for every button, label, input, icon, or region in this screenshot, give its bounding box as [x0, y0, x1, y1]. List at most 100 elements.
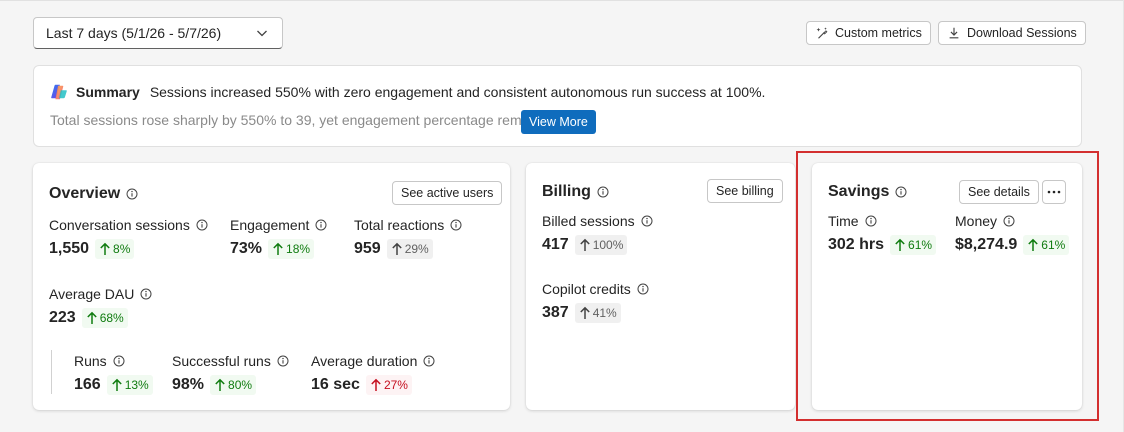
metric-value: 98%	[172, 376, 205, 393]
arrow-up-icon	[86, 311, 97, 324]
change-value: 27%	[383, 378, 408, 392]
info-icon[interactable]	[597, 186, 609, 198]
metric-value: 16 sec	[311, 376, 360, 393]
savings-title-row: Savings	[828, 183, 907, 201]
metric-label: Copilot credits	[542, 281, 631, 297]
info-icon[interactable]	[865, 215, 877, 227]
info-icon[interactable]	[140, 288, 152, 300]
metric-label: Total reactions	[354, 217, 445, 233]
change-value: 8%	[113, 242, 131, 256]
overview-title-row: Overview	[49, 185, 138, 203]
change-value: 61%	[908, 238, 933, 252]
info-icon[interactable]	[196, 219, 208, 231]
metric-successful-runs: Successful runs 98% 80%	[172, 353, 289, 395]
change-badge: 8%	[95, 239, 135, 259]
arrow-up-icon	[579, 238, 590, 251]
download-sessions-label: Download Sessions	[967, 26, 1077, 40]
billing-card: Billing See billing Billed sessions 417 1…	[526, 163, 795, 410]
info-icon[interactable]	[315, 219, 327, 231]
custom-metrics-label: Custom metrics	[835, 26, 922, 40]
metric-label: Time	[828, 213, 859, 229]
metric-label: Billed sessions	[542, 213, 635, 229]
overview-title: Overview	[49, 185, 121, 202]
change-badge: 61%	[890, 235, 937, 255]
change-value: 41%	[592, 306, 617, 320]
metric-money-saved: Money $8,274.9 61%	[955, 213, 1070, 255]
metric-value: 417	[542, 236, 569, 253]
see-active-users-button[interactable]: See active users	[392, 181, 503, 205]
metric-value: 166	[74, 376, 101, 393]
billing-title: Billing	[542, 183, 591, 200]
view-more-button[interactable]: View More	[521, 110, 596, 134]
summary-detail: Total sessions rose sharply by 550% to 3…	[50, 112, 522, 128]
arrow-up-icon	[273, 242, 283, 255]
metric-average-duration: Average duration 16 sec 27%	[311, 353, 435, 395]
arrow-up-icon	[371, 378, 381, 391]
see-billing-button[interactable]: See billing	[707, 179, 783, 203]
metric-value: 1,550	[49, 240, 90, 257]
change-badge: 100%	[574, 235, 628, 255]
arrow-up-icon	[895, 238, 905, 251]
info-icon[interactable]	[895, 186, 907, 198]
info-icon[interactable]	[1003, 215, 1015, 227]
metric-value: 959	[354, 240, 381, 257]
download-sessions-button[interactable]: Download Sessions	[938, 21, 1086, 45]
summary-panel: Summary Sessions increased 550% with zer…	[33, 65, 1082, 147]
metric-billed-sessions: Billed sessions 417 100%	[542, 213, 653, 255]
change-value: 18%	[286, 242, 311, 256]
change-value: 100%	[592, 238, 624, 252]
overview-card: Overview See active users Conversation s…	[33, 163, 510, 410]
metric-label: Average duration	[311, 353, 418, 369]
change-badge: 61%	[1023, 235, 1070, 255]
arrow-up-icon	[100, 242, 110, 255]
arrow-up-icon	[579, 306, 590, 319]
info-icon[interactable]	[641, 215, 653, 227]
info-icon[interactable]	[637, 283, 649, 295]
change-badge: 68%	[81, 308, 128, 328]
change-value: 13%	[124, 378, 149, 392]
arrow-up-icon	[111, 378, 122, 391]
metric-time-saved: Time 302 hrs 61%	[828, 213, 937, 255]
copilot-logo-icon	[51, 84, 67, 100]
metric-label: Average DAU	[49, 286, 135, 302]
arrow-up-icon	[215, 378, 225, 391]
window-top-border	[0, 0, 1124, 1]
info-icon[interactable]	[277, 355, 289, 367]
metric-label: Runs	[74, 353, 107, 369]
custom-metrics-button[interactable]: Custom metrics	[806, 21, 931, 45]
metric-value: 387	[542, 304, 569, 321]
change-value: 68%	[99, 311, 124, 325]
billing-title-row: Billing	[542, 183, 609, 201]
metric-value: $8,274.9	[955, 236, 1018, 253]
see-details-button[interactable]: See details	[959, 180, 1039, 204]
metric-total-reactions: Total reactions 959 29%	[354, 217, 462, 259]
more-options-button[interactable]	[1042, 180, 1066, 204]
change-value: 61%	[1041, 238, 1066, 252]
info-icon[interactable]	[113, 355, 125, 367]
summary-title: Summary	[76, 84, 140, 100]
arrow-up-icon	[391, 242, 402, 255]
info-icon[interactable]	[126, 188, 138, 200]
info-icon[interactable]	[450, 219, 462, 231]
change-value: 29%	[404, 242, 429, 256]
metric-conversation-sessions: Conversation sessions 1,550 8%	[49, 217, 208, 259]
metric-value: 73%	[230, 240, 263, 257]
arrow-up-icon	[1028, 238, 1039, 251]
change-value: 80%	[228, 378, 253, 392]
summary-headline: Sessions increased 550% with zero engage…	[149, 84, 766, 100]
date-range-dropdown[interactable]: Last 7 days (5/1/26 - 5/7/26)	[33, 17, 283, 49]
metric-engagement: Engagement 73% 18%	[230, 217, 327, 259]
change-badge: 80%	[210, 375, 257, 395]
info-icon[interactable]	[423, 355, 435, 367]
change-badge: 29%	[386, 239, 433, 259]
change-badge: 27%	[365, 375, 412, 395]
chevron-down-icon	[257, 30, 267, 37]
metric-label: Successful runs	[172, 353, 271, 369]
metric-value: 223	[49, 309, 76, 326]
metric-runs: Runs 166 13%	[74, 353, 153, 395]
savings-card: Savings See details Time 302 hrs 61% Mone…	[812, 163, 1082, 410]
metric-value: 302 hrs	[828, 236, 885, 253]
change-badge: 13%	[106, 375, 153, 395]
metric-label: Conversation sessions	[49, 217, 190, 233]
change-badge: 18%	[268, 239, 315, 259]
